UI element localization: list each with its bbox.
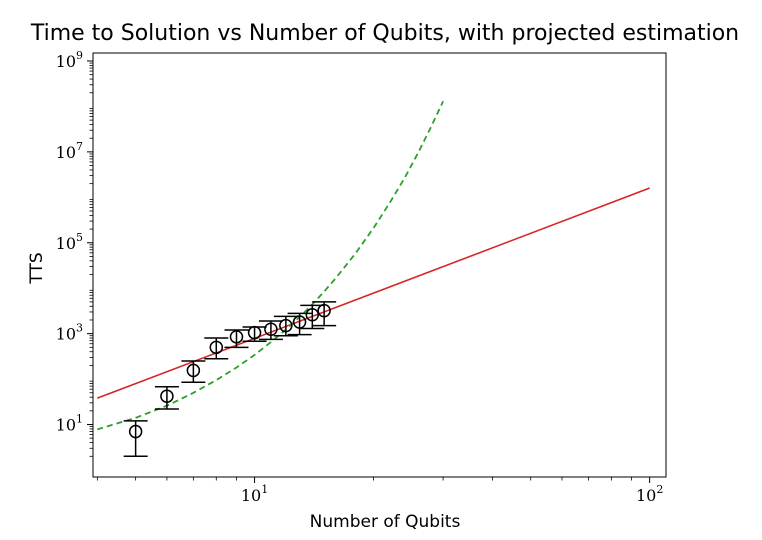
y-tick-label: 107 <box>56 140 83 162</box>
plot-area <box>97 100 650 458</box>
y-tick-exponent: 3 <box>76 322 83 335</box>
x-tick-label: 101 <box>241 483 268 505</box>
y-tick-exponent: 7 <box>76 140 83 153</box>
data-point <box>242 325 267 343</box>
x-tick-label: 102 <box>636 483 663 505</box>
data-point <box>300 304 325 330</box>
plot-frame <box>92 52 667 478</box>
chart-title: Time to Solution vs Number of Qubits, wi… <box>30 21 739 46</box>
point-marker <box>209 340 224 355</box>
y-tick-base: 10 <box>56 416 76 435</box>
y-axis-label: TTS <box>27 252 47 284</box>
data-point <box>312 301 337 327</box>
y-tick-exponent: 9 <box>76 49 83 62</box>
x-axis-label: Number of Qubits <box>310 512 461 532</box>
data-point <box>258 320 283 341</box>
fit-line <box>97 187 650 399</box>
y-tick-label: 103 <box>56 322 83 344</box>
point-marker <box>305 308 320 322</box>
point-marker <box>317 303 331 318</box>
data-point <box>287 312 312 336</box>
point-marker <box>128 424 143 439</box>
y-tick-label: 109 <box>56 49 83 71</box>
data-point <box>181 360 206 384</box>
projection-curve <box>97 100 444 431</box>
x-axis: 101 102 <box>96 477 663 505</box>
point-marker <box>264 322 278 336</box>
data-point <box>273 315 298 337</box>
y-tick-base: 10 <box>56 143 76 162</box>
y-tick-exponent: 5 <box>76 231 83 244</box>
x-tick-exponent: 1 <box>261 483 268 496</box>
y-tick-base: 10 <box>56 325 76 344</box>
point-marker <box>279 318 293 333</box>
data-point <box>204 337 229 360</box>
y-tick-label: 105 <box>56 231 83 253</box>
point-marker <box>160 389 174 403</box>
x-tick-exponent: 2 <box>656 483 663 496</box>
y-tick-label: 101 <box>56 413 83 435</box>
data-point <box>154 385 179 410</box>
x-tick-base: 10 <box>241 486 261 505</box>
y-tick-exponent: 1 <box>76 413 83 426</box>
y-tick-base: 10 <box>56 52 76 71</box>
y-tick-base: 10 <box>56 234 76 253</box>
point-marker <box>247 325 262 340</box>
point-marker <box>229 330 244 344</box>
x-tick-base: 10 <box>636 486 656 505</box>
point-marker <box>186 363 201 378</box>
point-marker <box>292 315 307 329</box>
data-point <box>123 420 148 458</box>
data-point <box>224 329 249 349</box>
